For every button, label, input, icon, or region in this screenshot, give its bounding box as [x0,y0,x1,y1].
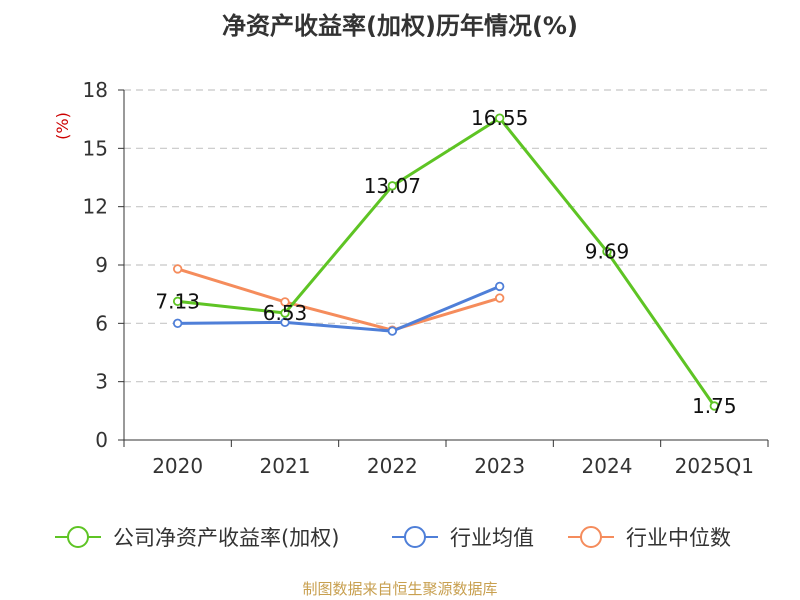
y-tick-label-0: 0 [95,428,108,452]
series-lines [172,113,720,411]
series-point-1-3 [494,281,505,292]
data-label-5: 1.75 [692,394,737,418]
x-tick-label-2024: 2024 [582,454,633,478]
y-tick-label-9: 9 [95,253,108,277]
series-point-2-0 [172,264,183,274]
y-tick-label-15: 15 [83,136,108,160]
series-line-1 [176,284,502,333]
series-line-2 [176,267,502,332]
legend-label-2: 行业中位数 [626,526,731,550]
series-point-0-2 [387,181,398,191]
x-tick-label-2023: 2023 [474,454,525,478]
data-label-3: 16.55 [471,106,528,130]
series-point-0-0 [172,296,183,307]
axes: 0 3 6 9 12 15 18 2020 2021 2022 2023 2024 2025Q1 [83,78,769,478]
chart-title: 净资产收益率(加权)历年情况(%) [222,12,578,40]
legend-marker-1 [404,526,426,548]
legend-marker-0 [67,526,89,548]
x-tick-label-2020: 2020 [152,454,203,478]
x-tick-label-2021: 2021 [260,454,311,478]
legend-label-0: 公司净资产收益率(加权) [113,526,339,550]
y-tick-label-18: 18 [83,78,108,102]
x-tick-label-2025Q1: 2025Q1 [675,454,754,478]
source-note: 制图数据来自恒生聚源数据库 [302,580,497,598]
y-tick-label-6: 6 [95,311,108,335]
grid-lines [124,89,768,383]
series-point-2-3 [494,293,505,303]
series-point-1-0 [172,318,183,329]
data-label-1: 6.53 [263,301,308,325]
series-point-0-5 [709,401,720,411]
series-point-0-1 [280,308,290,318]
y-tick-label-3: 3 [95,370,108,394]
data-label-2: 13.07 [364,174,421,198]
series-point-0-4 [602,246,612,257]
series-point-2-1 [280,297,290,307]
series-line-0 [176,116,716,408]
y-tick-label-12: 12 [83,195,108,219]
data-labels: 7.13 6.53 13.07 16.55 9.69 1.75 [155,106,736,418]
x-tick-label-2022: 2022 [367,454,418,478]
legend-label-1: 行业均值 [450,526,534,550]
legend-marker-2 [580,526,602,548]
series-point-0-3 [494,113,505,123]
legend: 公司净资产收益率(加权) 行业均值 行业中位数 [55,526,731,550]
y-axis-unit-label: (%) [53,112,72,140]
data-label-4: 9.69 [585,240,630,264]
series-point-1-1 [280,317,290,328]
series-point-1-2 [387,326,398,336]
data-label-0: 7.13 [155,289,200,313]
